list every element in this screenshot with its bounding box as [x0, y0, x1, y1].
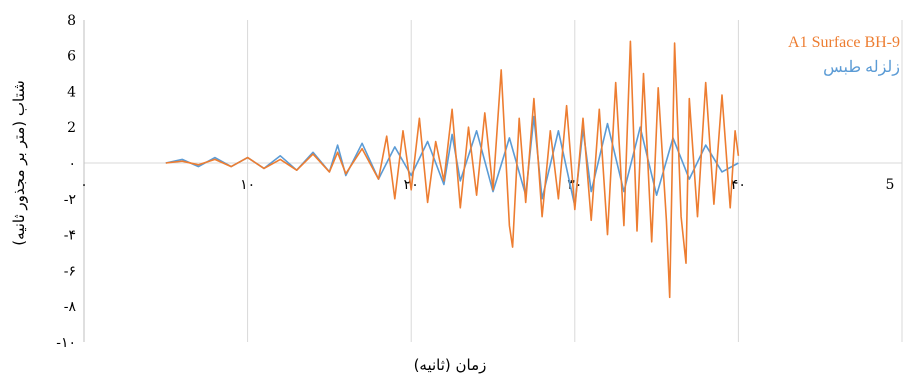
y-tick-label: -۲	[64, 192, 76, 208]
y-tick-labels: -۱۰ -۸ -۶ -۴ -۲ ۰ 2 4 6 8	[56, 13, 76, 351]
legend-entry-tabas: زلزله طبس	[823, 59, 900, 76]
x-tick-label: 5	[886, 177, 895, 193]
y-tick-label: -۶	[64, 263, 76, 279]
y-axis-title: شتاب (متر بر مجذور ثانیه)	[10, 80, 28, 245]
y-tick-label: -۴	[64, 228, 76, 244]
y-tick-label: 6	[67, 49, 76, 65]
y-tick-label: 4	[67, 84, 76, 100]
legend-entry-a1-surface: A1 Surface BH-9	[788, 34, 900, 51]
y-tick-label: 8	[67, 13, 76, 29]
y-tick-label: -۱۰	[56, 335, 76, 351]
x-tick-label: ۴۰	[731, 177, 746, 193]
series-line-0	[165, 40, 740, 299]
gridlines	[83, 20, 903, 342]
x-axis-title: زمان (ثانیه)	[414, 356, 487, 374]
y-tick-label: ۰	[68, 156, 76, 172]
x-tick-label: ۰	[80, 177, 88, 193]
y-tick-label: -۸	[64, 299, 77, 315]
series-lines	[165, 40, 740, 299]
y-tick-label: 2	[67, 120, 76, 136]
x-tick-label: ۱۰	[240, 177, 255, 193]
x-tick-labels: ۰ ۱۰ ۲۰ ۳۰ ۴۰ 5	[80, 177, 894, 193]
